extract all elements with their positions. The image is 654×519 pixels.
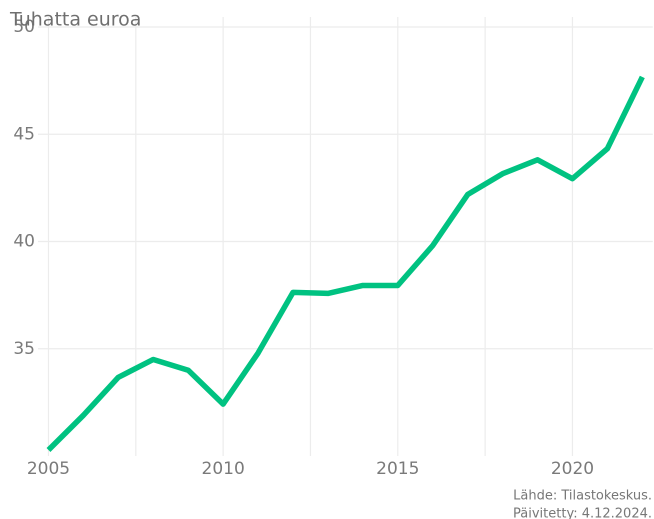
x-tick-label: 2005	[27, 459, 70, 479]
y-tick-label: 35	[13, 339, 35, 359]
y-tick-label: 45	[13, 124, 35, 144]
y-axis-label: Tuhatta euroa	[9, 9, 141, 31]
data-line	[46, 75, 645, 452]
caption: Päivitetty: 4.12.2024.	[513, 507, 652, 519]
y-tick-label: 40	[13, 232, 35, 252]
y-tick-label: 50	[13, 17, 35, 37]
x-tick-label: 2020	[551, 459, 594, 479]
x-tick-label: 2010	[202, 459, 245, 479]
x-tick-label: 2015	[376, 459, 419, 479]
caption: Lähde: Tilastokeskus.	[513, 489, 652, 504]
